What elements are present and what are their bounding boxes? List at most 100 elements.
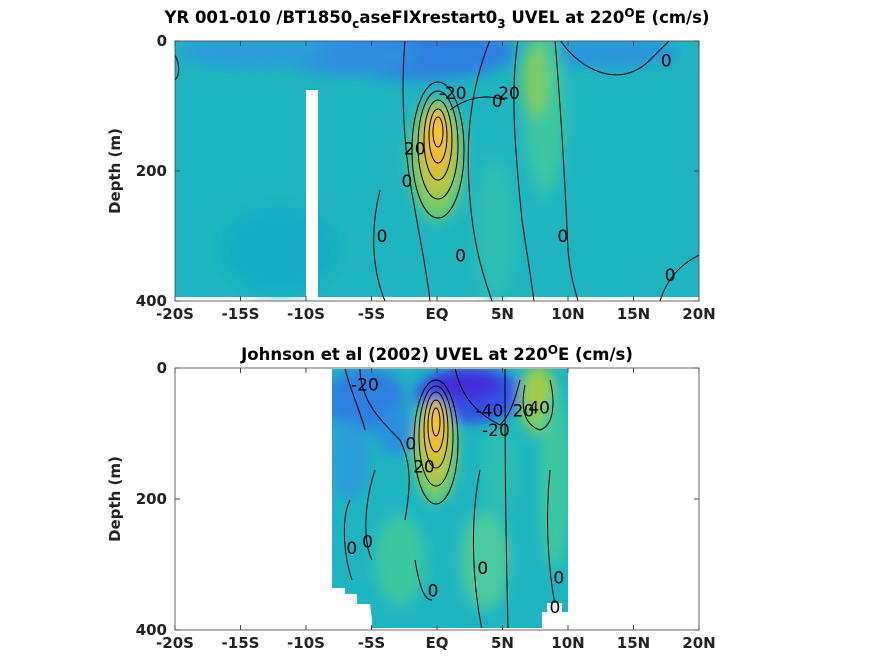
y-tick-label: 0 (157, 32, 167, 50)
contour-label: -20 (482, 421, 510, 441)
contour-line (472, 469, 483, 628)
contour-label: 0 (557, 227, 568, 247)
contour-line (454, 369, 521, 426)
velocity-field-observation (332, 369, 568, 628)
title-part: E (cm/s) (635, 8, 710, 27)
chart-title-observation: Johnson et al (2002) UVEL at 220OE (cm/s… (240, 343, 633, 364)
title-superscript: O (624, 6, 634, 20)
title-part: Johnson et al (2002) UVEL at 220 (240, 345, 548, 364)
title-subscript: c (352, 17, 359, 31)
contour-label: 0 (455, 247, 466, 267)
x-tick-label: -15S (222, 634, 260, 652)
contour-label: 0 (492, 92, 503, 112)
contour-line (423, 391, 449, 469)
contour-line (344, 369, 366, 431)
x-tick-label: EQ (426, 634, 449, 652)
contour-line (423, 99, 453, 181)
contour-label: 0 (553, 569, 564, 589)
contour-label: 0 (405, 434, 416, 454)
contour-label: 0 (661, 52, 672, 72)
contour-line (402, 41, 431, 301)
x-tick-label: 20N (682, 634, 715, 652)
x-tick-label: -15S (222, 305, 260, 323)
contour-line (427, 399, 445, 453)
title-superscript: O (548, 343, 558, 357)
velocity-field-model (175, 41, 699, 301)
x-tick-label: 15N (617, 305, 650, 323)
y-tick-label: 0 (157, 359, 167, 377)
x-tick-label: 15N (617, 634, 650, 652)
contour-label: 0 (377, 227, 388, 247)
title-part: aseFIXrestart0 (359, 8, 497, 27)
x-tick-label: -5S (358, 634, 385, 652)
panel-model: YR 001-010 /BT1850caseFIXrestart03 UVEL … (106, 6, 716, 323)
contour-label: -40 (476, 402, 504, 422)
contour-label: 0 (665, 266, 676, 286)
contour-line (359, 369, 410, 521)
contour-label: 40 (528, 398, 550, 418)
contour-line (428, 108, 448, 164)
contour-line (659, 254, 699, 301)
x-tick-label: -10S (287, 634, 325, 652)
y-tick-label: 200 (136, 162, 167, 180)
contours-model (175, 41, 699, 301)
y-tick-label: 400 (136, 292, 167, 310)
y-axis-label-observation: Depth (m) (106, 456, 124, 542)
x-tick-label: 10N (551, 305, 584, 323)
x-tick-label: 10N (551, 634, 584, 652)
x-axis-observation: -20S -15S -10S -5S EQ 5N 10N 15N 20N (156, 368, 716, 652)
x-tick-label: -5S (358, 305, 385, 323)
contours-observation (343, 369, 557, 628)
contour-line (449, 96, 506, 111)
contour-label: 20 (498, 84, 520, 104)
title-part: YR 001-010 /BT1850 (164, 8, 353, 27)
contour-label: 20 (404, 139, 426, 159)
title-subscript: 3 (497, 17, 505, 31)
contour-line (522, 379, 554, 431)
contour-line (554, 41, 579, 301)
contour-line (175, 54, 180, 81)
x-axis-model: -20S -15S -10S -5S EQ 5N 10N 15N 20N (156, 41, 716, 323)
contour-label: 0 (346, 539, 357, 559)
contour-line (413, 379, 459, 505)
chart-title-model: YR 001-010 /BT1850caseFIXrestart03 UVEL … (164, 6, 710, 31)
title-part: UVEL at 220 (506, 8, 625, 27)
panel-observation: Johnson et al (2002) UVEL at 220OE (cm/s… (106, 343, 716, 652)
contour-line (432, 116, 444, 148)
contour-line (343, 499, 353, 581)
x-tick-label: 20N (682, 305, 715, 323)
x-tick-label: 5N (491, 305, 514, 323)
x-tick-label: -20S (156, 305, 194, 323)
contour-line (373, 189, 386, 301)
contour-line (513, 41, 535, 301)
contour-line (431, 407, 441, 437)
contour-line (467, 41, 493, 301)
contour-label: 0 (401, 172, 412, 192)
contour-line (365, 469, 376, 561)
contour-label: -20 (439, 84, 467, 104)
contour-line (418, 385, 454, 487)
contour-label: 0 (428, 582, 439, 602)
y-tick-label: 400 (136, 621, 167, 639)
y-tick-label: 200 (136, 490, 167, 508)
title-part: E (cm/s) (558, 345, 633, 364)
contour-label: 0 (362, 533, 373, 553)
contour-line (414, 559, 433, 601)
contour-line (547, 469, 557, 611)
contour-label: -20 (351, 375, 379, 395)
contour-label: 20 (413, 457, 435, 477)
y-axis-label-model: Depth (m) (106, 128, 124, 214)
contour-label: 0 (549, 598, 560, 618)
x-tick-label: EQ (426, 305, 449, 323)
contour-label: 20 (513, 402, 535, 422)
x-tick-label: -20S (156, 634, 194, 652)
contour-line (411, 81, 465, 219)
contour-label: 0 (477, 559, 488, 579)
